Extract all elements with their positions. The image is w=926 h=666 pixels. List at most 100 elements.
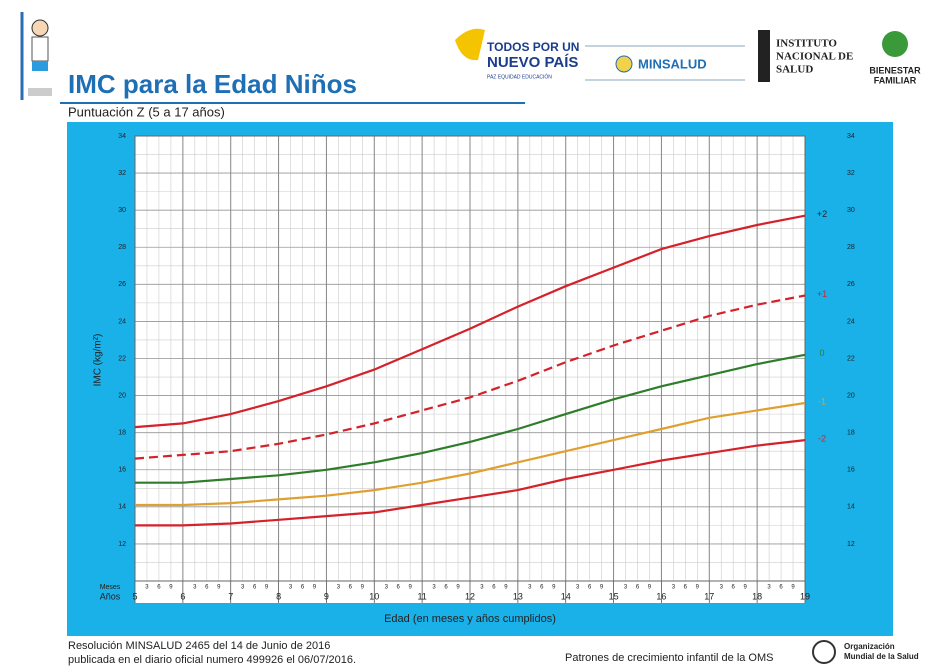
month-tick-label: 3 (720, 585, 724, 591)
y-tick-label: 16 (118, 467, 126, 474)
month-tick-label: 9 (265, 585, 269, 591)
month-tick-label: 6 (397, 585, 401, 591)
series-label: -2 (818, 433, 826, 443)
x-tick-label: 15 (609, 591, 619, 601)
month-tick-label: 6 (205, 585, 209, 591)
logo3-text: SALUD (776, 64, 813, 76)
y-tick-label: 22 (118, 355, 126, 362)
month-tick-label: 3 (480, 585, 484, 591)
month-tick-label: 3 (385, 585, 389, 591)
x-tick-label: 8 (276, 591, 281, 601)
month-tick-label: 9 (600, 585, 604, 591)
month-tick-label: 6 (540, 585, 544, 591)
x-tick-label: 11 (417, 591, 426, 601)
month-tick-label: 6 (444, 585, 448, 591)
x-tick-label: 18 (752, 591, 762, 601)
footer-source: Patrones de crecimiento infantil de la O… (565, 652, 774, 664)
logo1-mark (455, 28, 485, 61)
month-tick-label: 6 (301, 585, 305, 591)
y-tick-label: 24 (118, 318, 126, 325)
y-tick-label: 18 (118, 430, 126, 437)
x-tick-label: 12 (465, 591, 475, 601)
series-line (135, 439, 806, 527)
month-tick-label: 3 (337, 585, 341, 591)
logo1-tagline: PAZ EQUIDAD EDUCACIÓN (487, 73, 552, 80)
scale (28, 88, 52, 96)
x-tick-label: 14 (561, 591, 571, 601)
month-tick-label: 6 (636, 585, 640, 591)
x-tick-label: 19 (800, 591, 810, 601)
y-tick-label-right: 24 (847, 318, 855, 325)
y-tick-label-right: 28 (847, 244, 855, 251)
plot-border (134, 135, 806, 582)
series-label: +2 (817, 209, 827, 219)
boy-head (31, 19, 49, 37)
month-tick-label: 6 (349, 585, 353, 591)
month-tick-label: 3 (528, 585, 532, 591)
x-tick-label: 16 (656, 591, 666, 601)
title: IMC para la Edad Niños (68, 69, 357, 99)
y-tick-label-right: 20 (847, 392, 855, 399)
subtitle: Puntuación Z (5 a 17 años) (68, 104, 225, 119)
logo4-text: BIENESTAR (869, 65, 921, 75)
month-tick-label: 6 (253, 585, 257, 591)
logo3-text: NACIONAL DE (776, 51, 853, 63)
x-tick-label: 10 (369, 591, 379, 601)
month-tick-label: 9 (313, 585, 317, 591)
series-line (134, 294, 806, 460)
month-tick-label: 6 (157, 585, 161, 591)
month-tick-label: 3 (289, 585, 293, 591)
month-tick-label: 3 (193, 585, 197, 591)
y-tick-label-right: 12 (847, 541, 855, 548)
month-tick-label: 3 (672, 585, 676, 591)
y-tick-label: 28 (118, 244, 126, 251)
x-tick-label: 9 (324, 591, 329, 601)
x-tick-label: 17 (704, 591, 714, 601)
x-axis-title: Edad (en meses y años cumplidos) (384, 613, 556, 625)
month-tick-label: 9 (409, 585, 413, 591)
who-text: Organización (844, 642, 895, 651)
logo2-text: MINSALUD (638, 56, 707, 71)
series-line (135, 353, 806, 484)
month-tick-label: 9 (696, 585, 700, 591)
boy-body (31, 36, 49, 62)
logo3-text: INSTITUTO (776, 38, 837, 50)
y-tick-label-right: 14 (847, 504, 855, 511)
month-tick-label: 6 (732, 585, 736, 591)
logo1-text: NUEVO PAÍS (487, 54, 578, 71)
month-tick-label: 9 (504, 585, 508, 591)
month-row-label: Meses (100, 584, 121, 591)
month-tick-label: 6 (492, 585, 496, 591)
footer-note: Resolución MINSALUD 2465 del 14 de Junio… (68, 640, 330, 652)
who-text: Mundial de la Salud (844, 652, 919, 661)
series-label: -1 (818, 396, 826, 406)
logo3-mark (758, 30, 770, 82)
x-tick-label: 13 (513, 591, 523, 601)
x-tick-label: 7 (228, 591, 233, 601)
logo4-mark (882, 31, 908, 57)
y-tick-label-right: 30 (847, 207, 855, 214)
month-tick-label: 3 (576, 585, 580, 591)
series-label: +1 (817, 289, 827, 299)
logo2-mark (615, 55, 633, 73)
month-tick-label: 9 (552, 585, 556, 591)
year-row-label: Años (100, 591, 121, 601)
logo4-text: FAMILIAR (874, 75, 917, 85)
month-tick-label: 3 (767, 585, 771, 591)
y-tick-label: 34 (118, 133, 126, 140)
y-tick-label-right: 34 (847, 133, 855, 140)
month-tick-label: 6 (779, 585, 783, 591)
month-tick-label: 3 (624, 585, 628, 591)
month-tick-label: 9 (744, 585, 748, 591)
series-line (134, 214, 806, 429)
month-tick-label: 9 (217, 585, 221, 591)
y-tick-label: 12 (118, 541, 126, 548)
y-tick-label: 32 (118, 170, 126, 177)
x-tick-label: 5 (132, 591, 137, 601)
series-label: 0 (819, 348, 824, 358)
boy-shorts (32, 61, 48, 71)
month-tick-label: 6 (588, 585, 592, 591)
month-tick-label: 9 (169, 585, 173, 591)
footer-note: publicada en el diario oficial numero 49… (68, 654, 356, 666)
